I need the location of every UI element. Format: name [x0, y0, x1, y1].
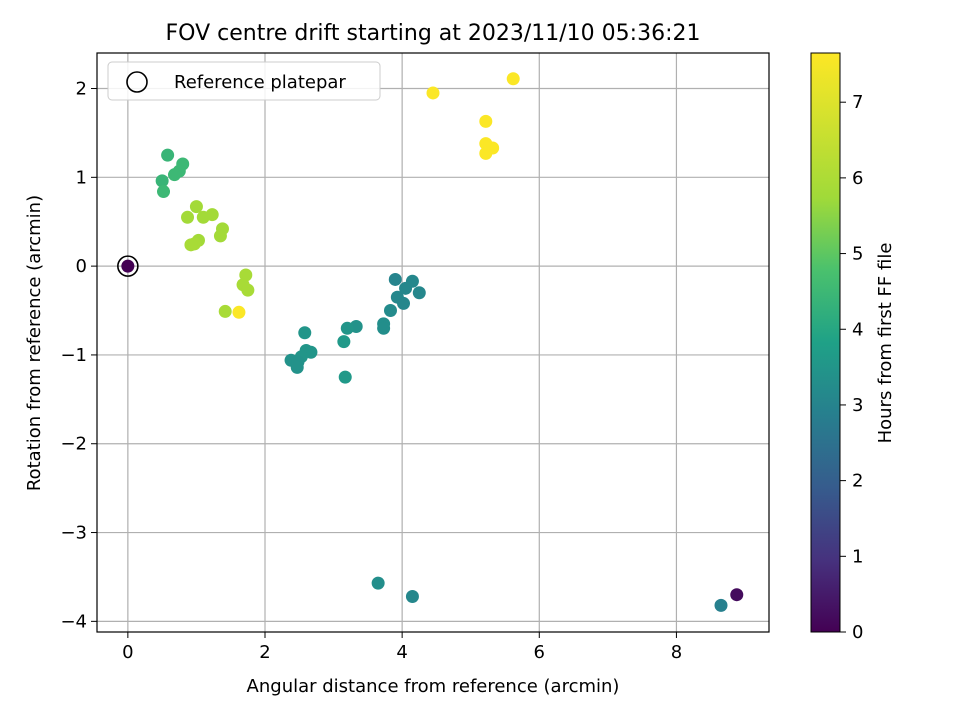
data-point: [426, 86, 440, 100]
y-tick-label: 2: [76, 79, 87, 100]
data-point: [383, 304, 397, 318]
data-point: [730, 588, 744, 602]
data-point: [161, 148, 175, 162]
data-point: [377, 321, 391, 335]
data-point: [290, 360, 304, 374]
data-point: [337, 335, 351, 349]
legend-marker-reference: [126, 71, 148, 93]
data-point: [181, 210, 195, 224]
colorbar-tick-label: 0: [852, 622, 863, 643]
data-point: [479, 114, 493, 128]
data-point: [239, 268, 253, 282]
data-point-reference: [121, 259, 135, 273]
grid-layer: [97, 53, 769, 632]
data-point: [412, 286, 426, 300]
data-point: [479, 146, 493, 160]
legend-entry-reference: Reference platepar: [174, 72, 346, 93]
y-axis-label: Rotation from reference (arcmin): [24, 195, 45, 491]
colorbar-tick-label: 3: [852, 395, 863, 416]
points-layer: [117, 72, 744, 612]
data-point: [506, 72, 520, 86]
colorbar-tick-label: 4: [852, 319, 863, 340]
y-tick-label: −4: [60, 611, 87, 632]
x-axis-label: Angular distance from reference (arcmin): [247, 676, 620, 697]
data-point: [714, 598, 728, 612]
y-tick-label: −1: [60, 345, 87, 366]
colorbar-tick-label: 2: [852, 471, 863, 492]
data-point: [205, 208, 219, 222]
colorbar-tick-label: 7: [852, 92, 863, 113]
data-point: [298, 326, 312, 340]
colorbar-tick-label: 5: [852, 244, 863, 265]
data-point: [371, 576, 385, 590]
y-axis-ticks: −4 −3 −2 −1 0 1 2: [60, 79, 97, 632]
data-point: [157, 185, 171, 199]
data-point: [397, 296, 411, 310]
data-point: [388, 272, 402, 286]
chart-title: FOV centre drift starting at 2023/11/10 …: [166, 21, 701, 46]
data-point: [167, 168, 181, 182]
colorbar-gradient: [810, 52, 841, 633]
data-point: [340, 321, 354, 335]
data-point: [155, 174, 169, 188]
plot-frame: [96, 52, 770, 633]
reference-platepar-marker: [117, 255, 139, 277]
colorbar-label: Hours from first FF file: [875, 243, 896, 444]
data-point: [218, 304, 232, 318]
data-point: [232, 305, 246, 319]
y-tick-label: −3: [60, 523, 87, 544]
data-point: [189, 200, 203, 214]
legend: Reference platepar: [107, 61, 381, 101]
data-point: [405, 589, 419, 603]
x-tick-label: 4: [396, 642, 407, 663]
legend-box: [107, 61, 381, 101]
y-tick-label: 1: [76, 167, 87, 188]
data-point: [405, 274, 419, 288]
colorbar-ticks: 0 1 2 3 4 5 6 7: [840, 92, 863, 643]
data-point: [241, 283, 255, 297]
colorbar-tick-label: 1: [852, 546, 863, 567]
x-tick-label: 6: [534, 642, 545, 663]
x-axis-ticks: 0 2 4 6 8: [122, 632, 682, 663]
colorbar-tick-label: 6: [852, 168, 863, 189]
y-tick-label: −2: [60, 434, 87, 455]
x-tick-label: 8: [671, 642, 682, 663]
data-point: [213, 229, 227, 243]
data-point: [184, 238, 198, 252]
x-tick-label: 0: [122, 642, 133, 663]
x-tick-label: 2: [259, 642, 270, 663]
y-tick-label: 0: [76, 256, 87, 277]
data-point: [338, 370, 352, 384]
colorbar: 0 1 2 3 4 5 6 7 Hours from first FF file: [810, 52, 896, 643]
